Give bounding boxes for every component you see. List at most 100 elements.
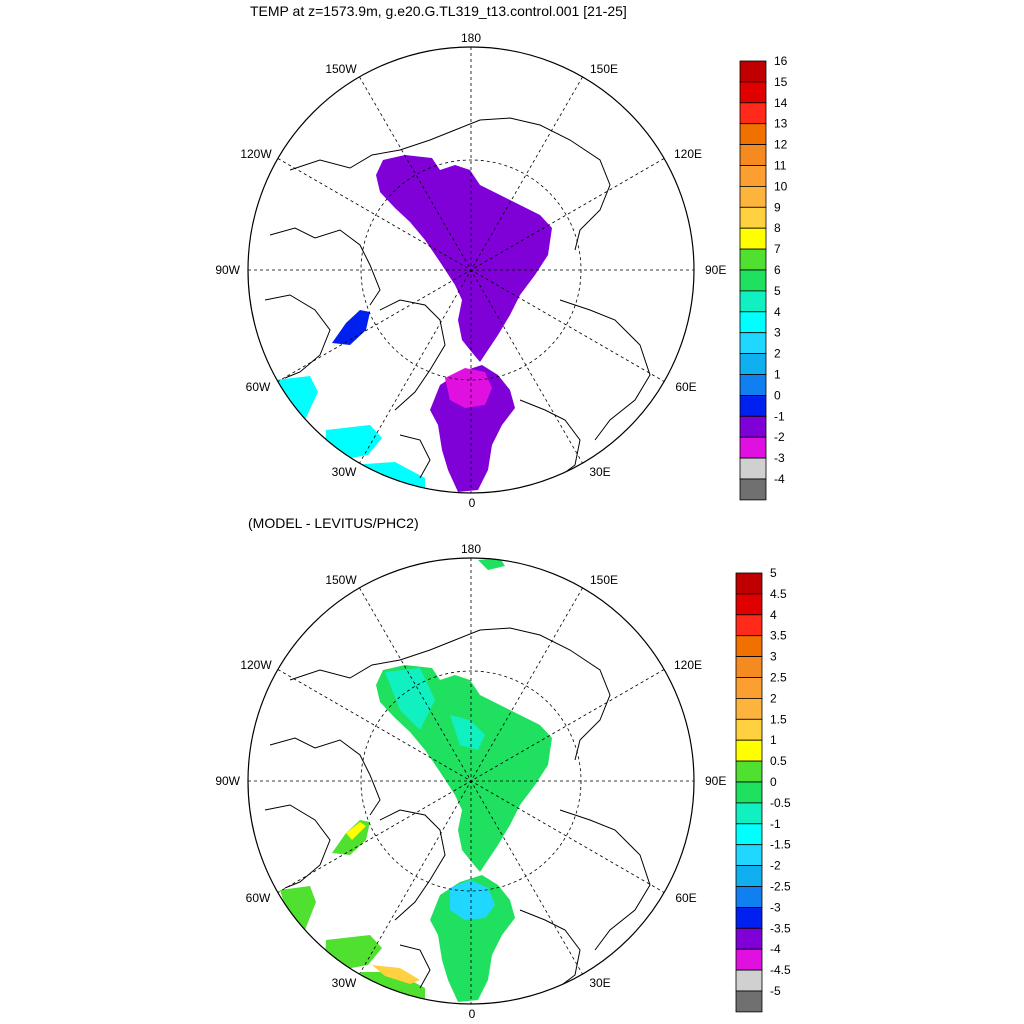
bottom-colorbar-label: -3: [770, 900, 781, 914]
top-colorbar-label: -3: [774, 451, 785, 465]
top-colorbar-label: 11: [774, 159, 787, 173]
top-colorbar-box: [739, 102, 767, 125]
top-lon-120w: 120W: [240, 147, 272, 161]
bottom-labrador-field: [280, 886, 316, 930]
top-colorbar-box: [739, 436, 767, 459]
bottom-colorbar-box: [735, 614, 763, 637]
top-lon-180: 180: [461, 31, 481, 45]
top-colorbar-label: 0: [774, 388, 781, 402]
top-colorbar-label: 13: [774, 117, 788, 131]
bottom-baffin-warm: [346, 822, 366, 840]
top-colorbar-box: [739, 206, 767, 229]
bottom-arctic-cool: [385, 668, 435, 730]
top-colorbar-box: [739, 415, 767, 438]
top-colorbar-label: 5: [774, 284, 781, 298]
top-colorbar-label: 12: [774, 138, 788, 152]
top-colorbar-box: [739, 374, 767, 396]
bottom-colorbar-box: [735, 718, 763, 741]
bottom-nordic-cool: [450, 880, 495, 920]
bottom-colorbar-box: [735, 656, 763, 678]
bottom-atlantic-warm: [372, 965, 420, 984]
bottom-colorbar-label: 5: [770, 566, 777, 580]
bottom-colorbar-label: -0.5: [770, 796, 791, 810]
top-graticule: [248, 47, 694, 493]
top-colorbar-label: -4: [774, 472, 785, 486]
top-colorbar-box: [739, 60, 767, 83]
top-colorbar-box: [739, 123, 767, 145]
bottom-lon-120w: 120W: [240, 658, 272, 672]
bottom-colorbar-label: 0: [770, 775, 777, 789]
top-colorbar-label: 9: [774, 200, 781, 214]
bottom-map: 180 150E 120E 90E 60E 30E 0 30W 60W 90W …: [215, 542, 726, 1021]
bottom-colorbar-label: -2.5: [770, 880, 791, 894]
top-colorbar-box: [739, 185, 767, 208]
bottom-lon-150w: 150W: [325, 573, 357, 587]
top-lon-90w: 90W: [215, 263, 240, 277]
bottom-colorbar-box: [735, 907, 763, 929]
top-lon-0: 0: [469, 496, 476, 510]
top-lon-150w: 150W: [325, 62, 357, 76]
bottom-lon-60e: 60E: [675, 891, 696, 905]
top-colorbar-label: 2: [774, 347, 781, 361]
bottom-colorbar-box: [735, 677, 763, 699]
bottom-colorbar-box: [735, 886, 763, 908]
bottom-colorbar-label: -4.5: [770, 963, 791, 977]
top-colorbar-label: 3: [774, 326, 781, 340]
bottom-colorbar-label: 2.5: [770, 671, 787, 685]
top-lon-90e: 90E: [705, 263, 726, 277]
bottom-colorbar-label: -1: [770, 817, 781, 831]
top-colorbar-box: [739, 165, 767, 187]
bottom-colorbar-box: [735, 948, 763, 971]
top-colorbar-box: [739, 81, 767, 104]
bottom-colorbar-label: 3: [770, 650, 777, 664]
bottom-colorbar: 5 4.5 4 3.5 3 2.5 2 1.5 1 0.5 0 -0.5 -1 -1.5 -2 -2.5 -3 -…: [735, 566, 791, 1013]
top-colorbar-box: [739, 394, 767, 417]
top-colorbar-box: [739, 290, 767, 313]
top-title: TEMP at z=1573.9m, g.e20.G.TL319_t13.con…: [250, 3, 627, 19]
bottom-lon-0: 0: [469, 1007, 476, 1021]
bottom-colorbar-label: 4: [770, 608, 777, 622]
bottom-colorbar-label: -3.5: [770, 921, 791, 935]
bottom-arctic-cool-2: [450, 715, 485, 750]
bottom-colorbar-box: [735, 990, 763, 1013]
bottom-colorbar-box: [735, 802, 763, 825]
top-panel: TEMP at z=1573.9m, g.e20.G.TL319_t13.con…: [215, 3, 787, 510]
bottom-colorbar-box: [735, 865, 763, 887]
top-colorbar-box: [739, 227, 767, 250]
top-colorbar-label: 8: [774, 221, 781, 235]
top-colorbar-label: 16: [774, 54, 788, 68]
bottom-colorbar-label: 0.5: [770, 754, 787, 768]
top-colorbar-box: [739, 332, 767, 355]
top-lon-30w: 30W: [332, 465, 357, 479]
top-colorbar-label: -2: [774, 430, 785, 444]
bottom-map-border: [247, 557, 695, 1005]
bottom-colorbar-box: [735, 823, 763, 846]
top-baffin-field: [332, 310, 370, 345]
bottom-colorbar-box: [735, 593, 763, 616]
top-colorbar-label: -1: [774, 409, 785, 423]
top-colorbar-label: 15: [774, 75, 788, 89]
top-lon-30e: 30E: [589, 465, 610, 479]
top-colorbar-label: 10: [774, 179, 788, 193]
top-lon-120e: 120E: [674, 147, 702, 161]
bottom-lon-180: 180: [461, 542, 481, 556]
top-lon-150e: 150E: [590, 62, 618, 76]
bottom-lon-90w: 90W: [215, 774, 240, 788]
top-colorbar-box: [739, 269, 767, 292]
top-map: 180 150E 120E 90E 60E 30E 0 30W 60W 90W …: [215, 31, 726, 510]
bottom-colorbar-box: [735, 844, 763, 867]
bottom-colorbar-box: [735, 572, 763, 595]
top-colorbar-box: [739, 311, 767, 334]
top-map-border: [247, 46, 695, 494]
bottom-colorbar-box: [735, 635, 763, 658]
top-colorbar-label: 4: [774, 305, 781, 319]
bottom-colorbar-box: [735, 760, 763, 783]
bottom-title: (MODEL - LEVITUS/PHC2): [248, 515, 419, 531]
bottom-colorbar-label: 4.5: [770, 587, 787, 601]
bottom-colorbar-label: 3.5: [770, 629, 787, 643]
top-colorbar-label: 7: [774, 242, 781, 256]
top-colorbar-box: [739, 144, 767, 166]
bottom-colorbar-label: 1: [770, 733, 777, 747]
